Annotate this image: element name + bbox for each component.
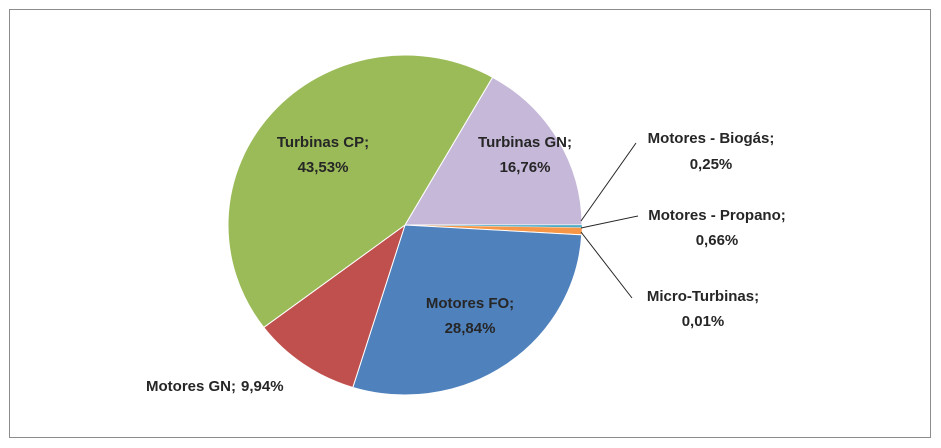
pie-slice	[263, 223, 406, 389]
leader-line	[580, 231, 633, 299]
slice-value-label: 0,66%	[696, 232, 739, 249]
slice-value-label: 28,84%	[445, 320, 496, 337]
pie-slice	[352, 224, 583, 396]
slice-label: Motores - Biogás;	[648, 130, 775, 147]
slice-label: Motores - Propano;	[648, 207, 786, 224]
slice-value-label: 9,94%	[241, 378, 284, 395]
slice-value-label: 43,53%	[298, 159, 349, 176]
slice-label: Motores GN;	[146, 378, 236, 395]
pie-slice	[404, 76, 583, 226]
pie-slice	[227, 54, 494, 329]
slice-value-label: 0,25%	[690, 156, 733, 173]
slice-label: Motores FO;	[426, 295, 514, 312]
slice-value-label: 16,76%	[500, 159, 551, 176]
slice-value-label: 0,01%	[682, 313, 725, 330]
leader-line	[580, 142, 637, 222]
leader-line	[580, 215, 639, 229]
slice-label: Micro-Turbinas;	[647, 288, 759, 305]
slice-label: Turbinas CP;	[277, 134, 369, 151]
slice-label: Turbinas GN;	[478, 134, 572, 151]
